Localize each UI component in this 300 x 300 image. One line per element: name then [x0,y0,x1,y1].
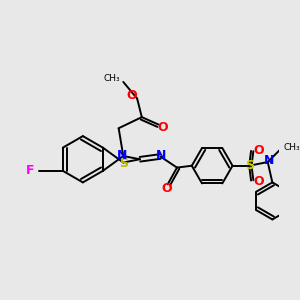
Text: O: O [161,182,172,195]
Text: O: O [158,121,168,134]
Text: O: O [253,175,264,188]
Text: O: O [126,89,137,102]
Text: O: O [253,143,264,157]
Text: S: S [245,159,254,172]
Text: N: N [117,148,128,162]
Text: CH₃: CH₃ [284,143,300,152]
Text: N: N [156,149,166,162]
Text: CH₃: CH₃ [104,74,121,83]
Text: N: N [263,154,274,167]
Text: F: F [26,164,34,177]
Text: S: S [119,157,128,170]
